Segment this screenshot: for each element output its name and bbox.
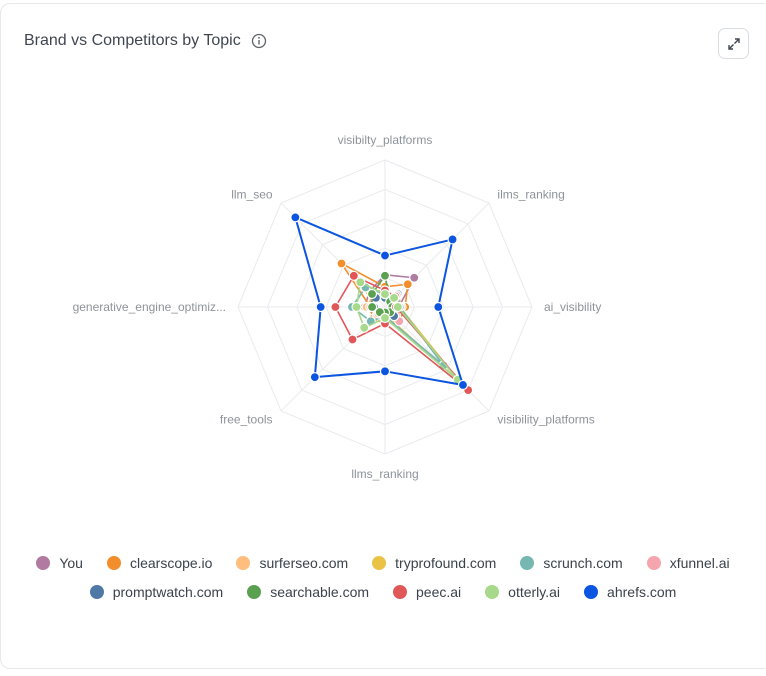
axis-label: llms_ranking [351, 467, 418, 481]
legend-item[interactable]: ahrefs.com [584, 584, 676, 600]
legend-item[interactable]: otterly.ai [485, 584, 560, 600]
legend-label: scrunch.com [543, 554, 623, 571]
legend-item[interactable]: clearscope.io [106, 554, 213, 571]
legend-swatch [106, 555, 121, 570]
legend-item[interactable]: surferseo.com [236, 555, 348, 571]
data-point[interactable] [379, 312, 391, 324]
radar-grid [237, 159, 533, 455]
legend-label: clearscope.io [129, 554, 213, 571]
legend-label: tryprofound.com [395, 554, 497, 571]
data-point[interactable] [348, 270, 359, 281]
legend-swatch [393, 584, 408, 599]
data-point[interactable] [355, 277, 366, 288]
info-icon[interactable] [251, 33, 267, 49]
data-point[interactable] [290, 212, 301, 223]
legend-label: otterly.ai [508, 583, 561, 600]
expand-button[interactable] [718, 28, 749, 59]
data-point[interactable] [366, 288, 378, 300]
legend-swatch [520, 555, 535, 570]
data-point[interactable] [388, 292, 400, 304]
grid-spoke [384, 202, 490, 308]
data-point[interactable] [402, 279, 413, 290]
axis-label: generative_engine_optimiz... [73, 300, 226, 314]
legend-swatch [372, 555, 387, 570]
axis-labels: visibilty_platforms ilms_ranking ai_visibi… [73, 133, 602, 481]
data-point[interactable] [392, 301, 403, 313]
legend-label: searchable.com [270, 583, 370, 600]
expand-icon [727, 37, 740, 50]
legend-swatch [646, 555, 661, 570]
legend-swatch [247, 584, 262, 599]
legend-row: promptwatch.com searchable.com peec.ai otte… [0, 577, 766, 606]
data-point[interactable] [347, 334, 358, 345]
legend-swatch [236, 555, 251, 570]
data-point[interactable] [330, 301, 341, 313]
legend-label: xfunnel.ai [669, 554, 730, 571]
legend-swatch [89, 584, 104, 599]
data-point[interactable] [359, 322, 370, 333]
axis-label: visibilty_platforms [338, 133, 433, 147]
data-point[interactable] [433, 301, 444, 313]
axis-label: ai_visibility [544, 300, 601, 314]
data-point[interactable] [379, 270, 391, 281]
legend-item[interactable]: promptwatch.com [89, 583, 224, 600]
data-point[interactable] [447, 234, 458, 245]
legend-swatch [36, 555, 51, 570]
data-point[interactable] [379, 250, 391, 261]
legend: You clearscope.io surferseo.com tryprofound… [0, 548, 766, 606]
data-point[interactable] [336, 258, 347, 269]
legend-item[interactable]: tryprofound.com [372, 555, 496, 571]
legend-label: promptwatch.com [112, 583, 224, 600]
legend-label: surferseo.com [259, 554, 349, 571]
data-point[interactable] [379, 366, 391, 377]
series-ahrefs-com[interactable] [290, 212, 469, 391]
data-point[interactable] [379, 289, 391, 300]
legend-swatch [485, 584, 500, 599]
legend-swatch [584, 584, 599, 599]
data-point[interactable] [457, 379, 469, 391]
legend-label: ahrefs.com [607, 583, 677, 600]
axis-label: free_tools [220, 412, 273, 426]
legend-item[interactable]: You [36, 555, 83, 571]
legend-label: You [59, 554, 83, 571]
legend-row: You clearscope.io surferseo.com tryprofound… [0, 548, 766, 577]
data-point[interactable] [315, 301, 326, 313]
data-point[interactable] [309, 372, 320, 383]
axis-label: ilms_ranking [497, 188, 564, 202]
card-header: Brand vs Competitors by Topic [24, 32, 267, 50]
chart-title: Brand vs Competitors by Topic [24, 32, 241, 49]
axis-label: visibility_platforms [497, 412, 594, 426]
axis-label: llm_seo [231, 188, 273, 202]
legend-item[interactable]: scrunch.com [520, 554, 623, 571]
data-point[interactable] [409, 272, 420, 283]
legend-label: peec.ai [416, 583, 462, 600]
data-point[interactable] [351, 301, 362, 313]
series-layer [290, 212, 474, 396]
legend-item[interactable]: peec.ai [393, 584, 461, 600]
legend-item[interactable]: searchable.com [247, 584, 369, 600]
data-point[interactable] [367, 301, 378, 313]
legend-item[interactable]: xfunnel.ai [646, 554, 730, 571]
